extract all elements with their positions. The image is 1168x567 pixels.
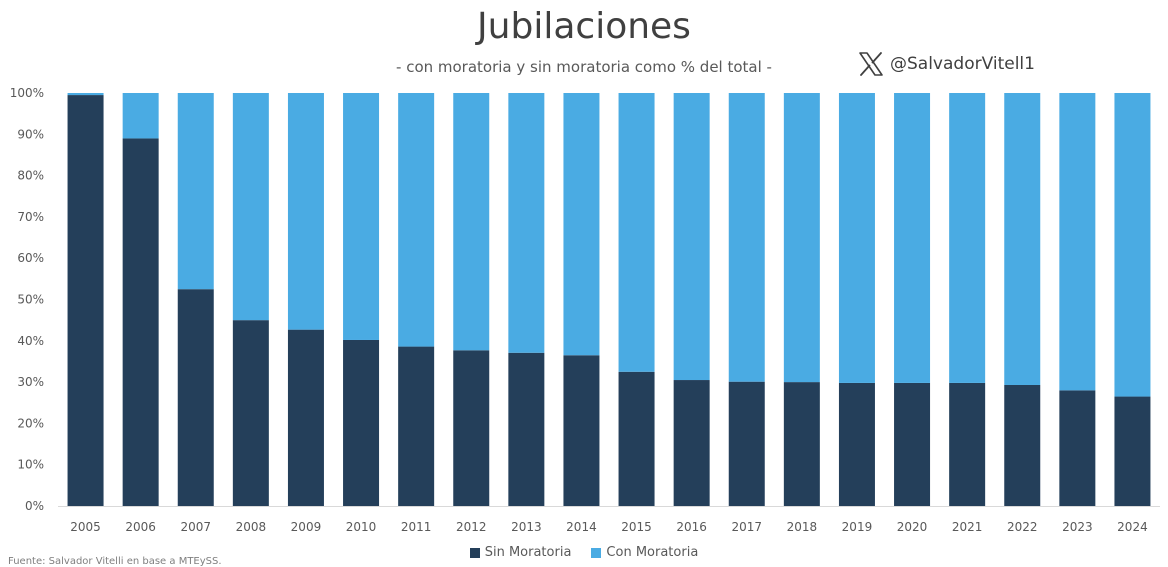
legend-swatch-con-moratoria [591, 547, 602, 558]
x-tick-label: 2012 [456, 520, 487, 534]
bar-con-moratoria-2015 [618, 93, 655, 372]
y-tick-label: 100% [10, 86, 44, 100]
handle-text: @SalvadorVitell1 [890, 54, 1035, 74]
bar-con-moratoria-2019 [838, 93, 875, 383]
bar-con-moratoria-2016 [673, 93, 710, 381]
bar-con-moratoria-2009 [287, 93, 324, 330]
bar-sin-moratoria-2008 [232, 320, 269, 506]
bar-con-moratoria-2007 [177, 93, 214, 290]
y-tick-label: 30% [17, 375, 44, 389]
source-note: Fuente: Salvador Vitelli en base a MTEyS… [8, 556, 222, 567]
bar-con-moratoria-2014 [563, 93, 600, 356]
x-tick-label: 2009 [291, 520, 322, 534]
bar-con-moratoria-2010 [343, 93, 380, 340]
legend-label-sin-moratoria: Sin Moratoria [484, 545, 572, 560]
bar-sin-moratoria-2011 [398, 346, 435, 506]
legend-label-con-moratoria: Con Moratoria [606, 545, 699, 560]
bar-sin-moratoria-2013 [508, 352, 545, 506]
x-tick-label: 2017 [731, 520, 762, 534]
x-tick-label: 2006 [125, 520, 156, 534]
bar-sin-moratoria-2005 [67, 95, 104, 506]
y-tick-label: 70% [17, 210, 44, 224]
y-tick-label: 80% [17, 169, 44, 183]
bar-con-moratoria-2005 [67, 93, 104, 96]
x-tick-label: 2008 [236, 520, 267, 534]
bar-con-moratoria-2011 [398, 93, 435, 347]
bar-con-moratoria-2024 [1114, 93, 1151, 397]
bar-sin-moratoria-2023 [1059, 390, 1096, 506]
bar-con-moratoria-2013 [508, 93, 545, 353]
legend-item-con-moratoria: Con Moratoria [591, 545, 698, 560]
bar-sin-moratoria-2020 [894, 382, 931, 506]
legend: Sin Moratoria Con Moratoria [0, 545, 1168, 560]
y-tick-label: 0% [25, 499, 44, 513]
bar-sin-moratoria-2007 [177, 289, 214, 506]
chart-subtitle: - con moratoria y sin moratoria como % d… [396, 58, 772, 76]
x-tick-label: 2011 [401, 520, 432, 534]
bar-con-moratoria-2022 [1004, 93, 1041, 385]
bar-sin-moratoria-2014 [563, 355, 600, 506]
x-tick-label: 2023 [1062, 520, 1093, 534]
y-tick-label: 90% [17, 127, 44, 141]
bar-sin-moratoria-2009 [287, 329, 324, 506]
bar-sin-moratoria-2022 [1004, 384, 1041, 506]
bar-con-moratoria-2018 [783, 93, 820, 383]
x-tick-label: 2019 [842, 520, 873, 534]
bar-con-moratoria-2006 [122, 93, 159, 139]
bar-con-moratoria-2008 [232, 93, 269, 321]
bar-con-moratoria-2017 [728, 93, 765, 382]
bar-sin-moratoria-2019 [838, 382, 875, 506]
x-tick-label: 2014 [566, 520, 597, 534]
bar-con-moratoria-2012 [453, 93, 490, 351]
x-tick-label: 2018 [787, 520, 818, 534]
legend-item-sin-moratoria: Sin Moratoria [469, 545, 572, 560]
chart-title: Jubilaciones [477, 6, 691, 47]
y-tick-label: 60% [17, 251, 44, 265]
x-tick-label: 2020 [897, 520, 928, 534]
y-tick-label: 50% [17, 293, 44, 307]
bar-con-moratoria-2023 [1059, 93, 1096, 391]
bar-sin-moratoria-2010 [343, 339, 380, 506]
x-tick-label: 2021 [952, 520, 983, 534]
bar-sin-moratoria-2015 [618, 371, 655, 506]
y-tick-label: 40% [17, 334, 44, 348]
x-tick-label: 2005 [70, 520, 101, 534]
x-tick-label: 2010 [346, 520, 377, 534]
x-tick-label: 2024 [1117, 520, 1148, 534]
y-tick-label: 20% [17, 416, 44, 430]
bar-sin-moratoria-2016 [673, 380, 710, 506]
author-handle: @SalvadorVitell1 [858, 52, 1035, 76]
bar-con-moratoria-2020 [894, 93, 931, 383]
bar-sin-moratoria-2017 [728, 381, 765, 506]
stacked-bar-chart: 0% 10% 20% 30% 40% 50% 60% 70% 80% 90% 100% 2005 200… [10, 86, 1160, 534]
x-tick-label: 2016 [676, 520, 707, 534]
bar-con-moratoria-2021 [949, 93, 986, 383]
bar-sin-moratoria-2006 [122, 138, 159, 506]
y-tick-label: 10% [17, 458, 44, 472]
bar-sin-moratoria-2012 [453, 350, 490, 506]
x-tick-label: 2013 [511, 520, 542, 534]
bar-sin-moratoria-2021 [949, 382, 986, 506]
bar-sin-moratoria-2024 [1114, 396, 1151, 506]
x-tick-label: 2015 [621, 520, 652, 534]
x-tick-label: 2022 [1007, 520, 1038, 534]
x-tick-label: 2007 [180, 520, 211, 534]
legend-swatch-sin-moratoria [469, 547, 480, 558]
bar-sin-moratoria-2018 [783, 382, 820, 506]
x-logo-icon [858, 52, 884, 76]
